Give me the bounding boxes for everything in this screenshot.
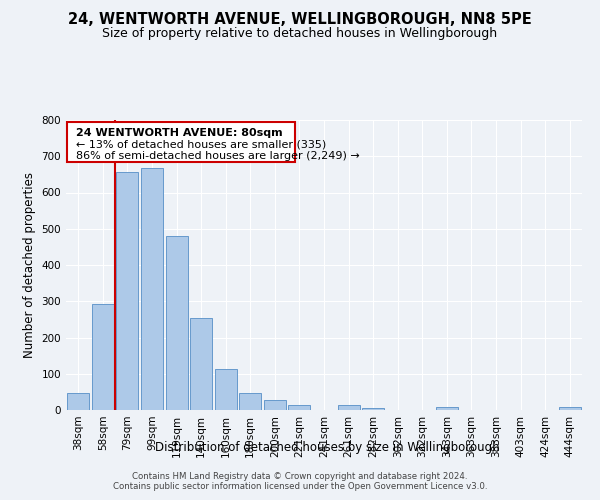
Bar bbox=[362, 408, 384, 410]
Bar bbox=[436, 407, 458, 410]
Bar bbox=[215, 368, 237, 410]
Bar bbox=[559, 408, 581, 410]
Bar bbox=[92, 304, 114, 410]
Bar bbox=[141, 168, 163, 410]
Text: Contains public sector information licensed under the Open Government Licence v3: Contains public sector information licen… bbox=[113, 482, 487, 491]
Text: ← 13% of detached houses are smaller (335): ← 13% of detached houses are smaller (33… bbox=[76, 139, 326, 149]
Bar bbox=[289, 404, 310, 410]
Text: 86% of semi-detached houses are larger (2,249) →: 86% of semi-detached houses are larger (… bbox=[76, 150, 360, 160]
Text: Distribution of detached houses by size in Wellingborough: Distribution of detached houses by size … bbox=[155, 441, 499, 454]
Bar bbox=[67, 392, 89, 410]
Bar bbox=[116, 172, 139, 410]
Bar bbox=[338, 406, 359, 410]
Bar bbox=[264, 400, 286, 410]
Text: Contains HM Land Registry data © Crown copyright and database right 2024.: Contains HM Land Registry data © Crown c… bbox=[132, 472, 468, 481]
Y-axis label: Number of detached properties: Number of detached properties bbox=[23, 172, 36, 358]
Bar bbox=[166, 236, 188, 410]
Text: 24 WENTWORTH AVENUE: 80sqm: 24 WENTWORTH AVENUE: 80sqm bbox=[76, 128, 283, 138]
Bar bbox=[190, 318, 212, 410]
Text: Size of property relative to detached houses in Wellingborough: Size of property relative to detached ho… bbox=[103, 28, 497, 40]
Bar bbox=[239, 392, 262, 410]
Text: 24, WENTWORTH AVENUE, WELLINGBOROUGH, NN8 5PE: 24, WENTWORTH AVENUE, WELLINGBOROUGH, NN… bbox=[68, 12, 532, 28]
